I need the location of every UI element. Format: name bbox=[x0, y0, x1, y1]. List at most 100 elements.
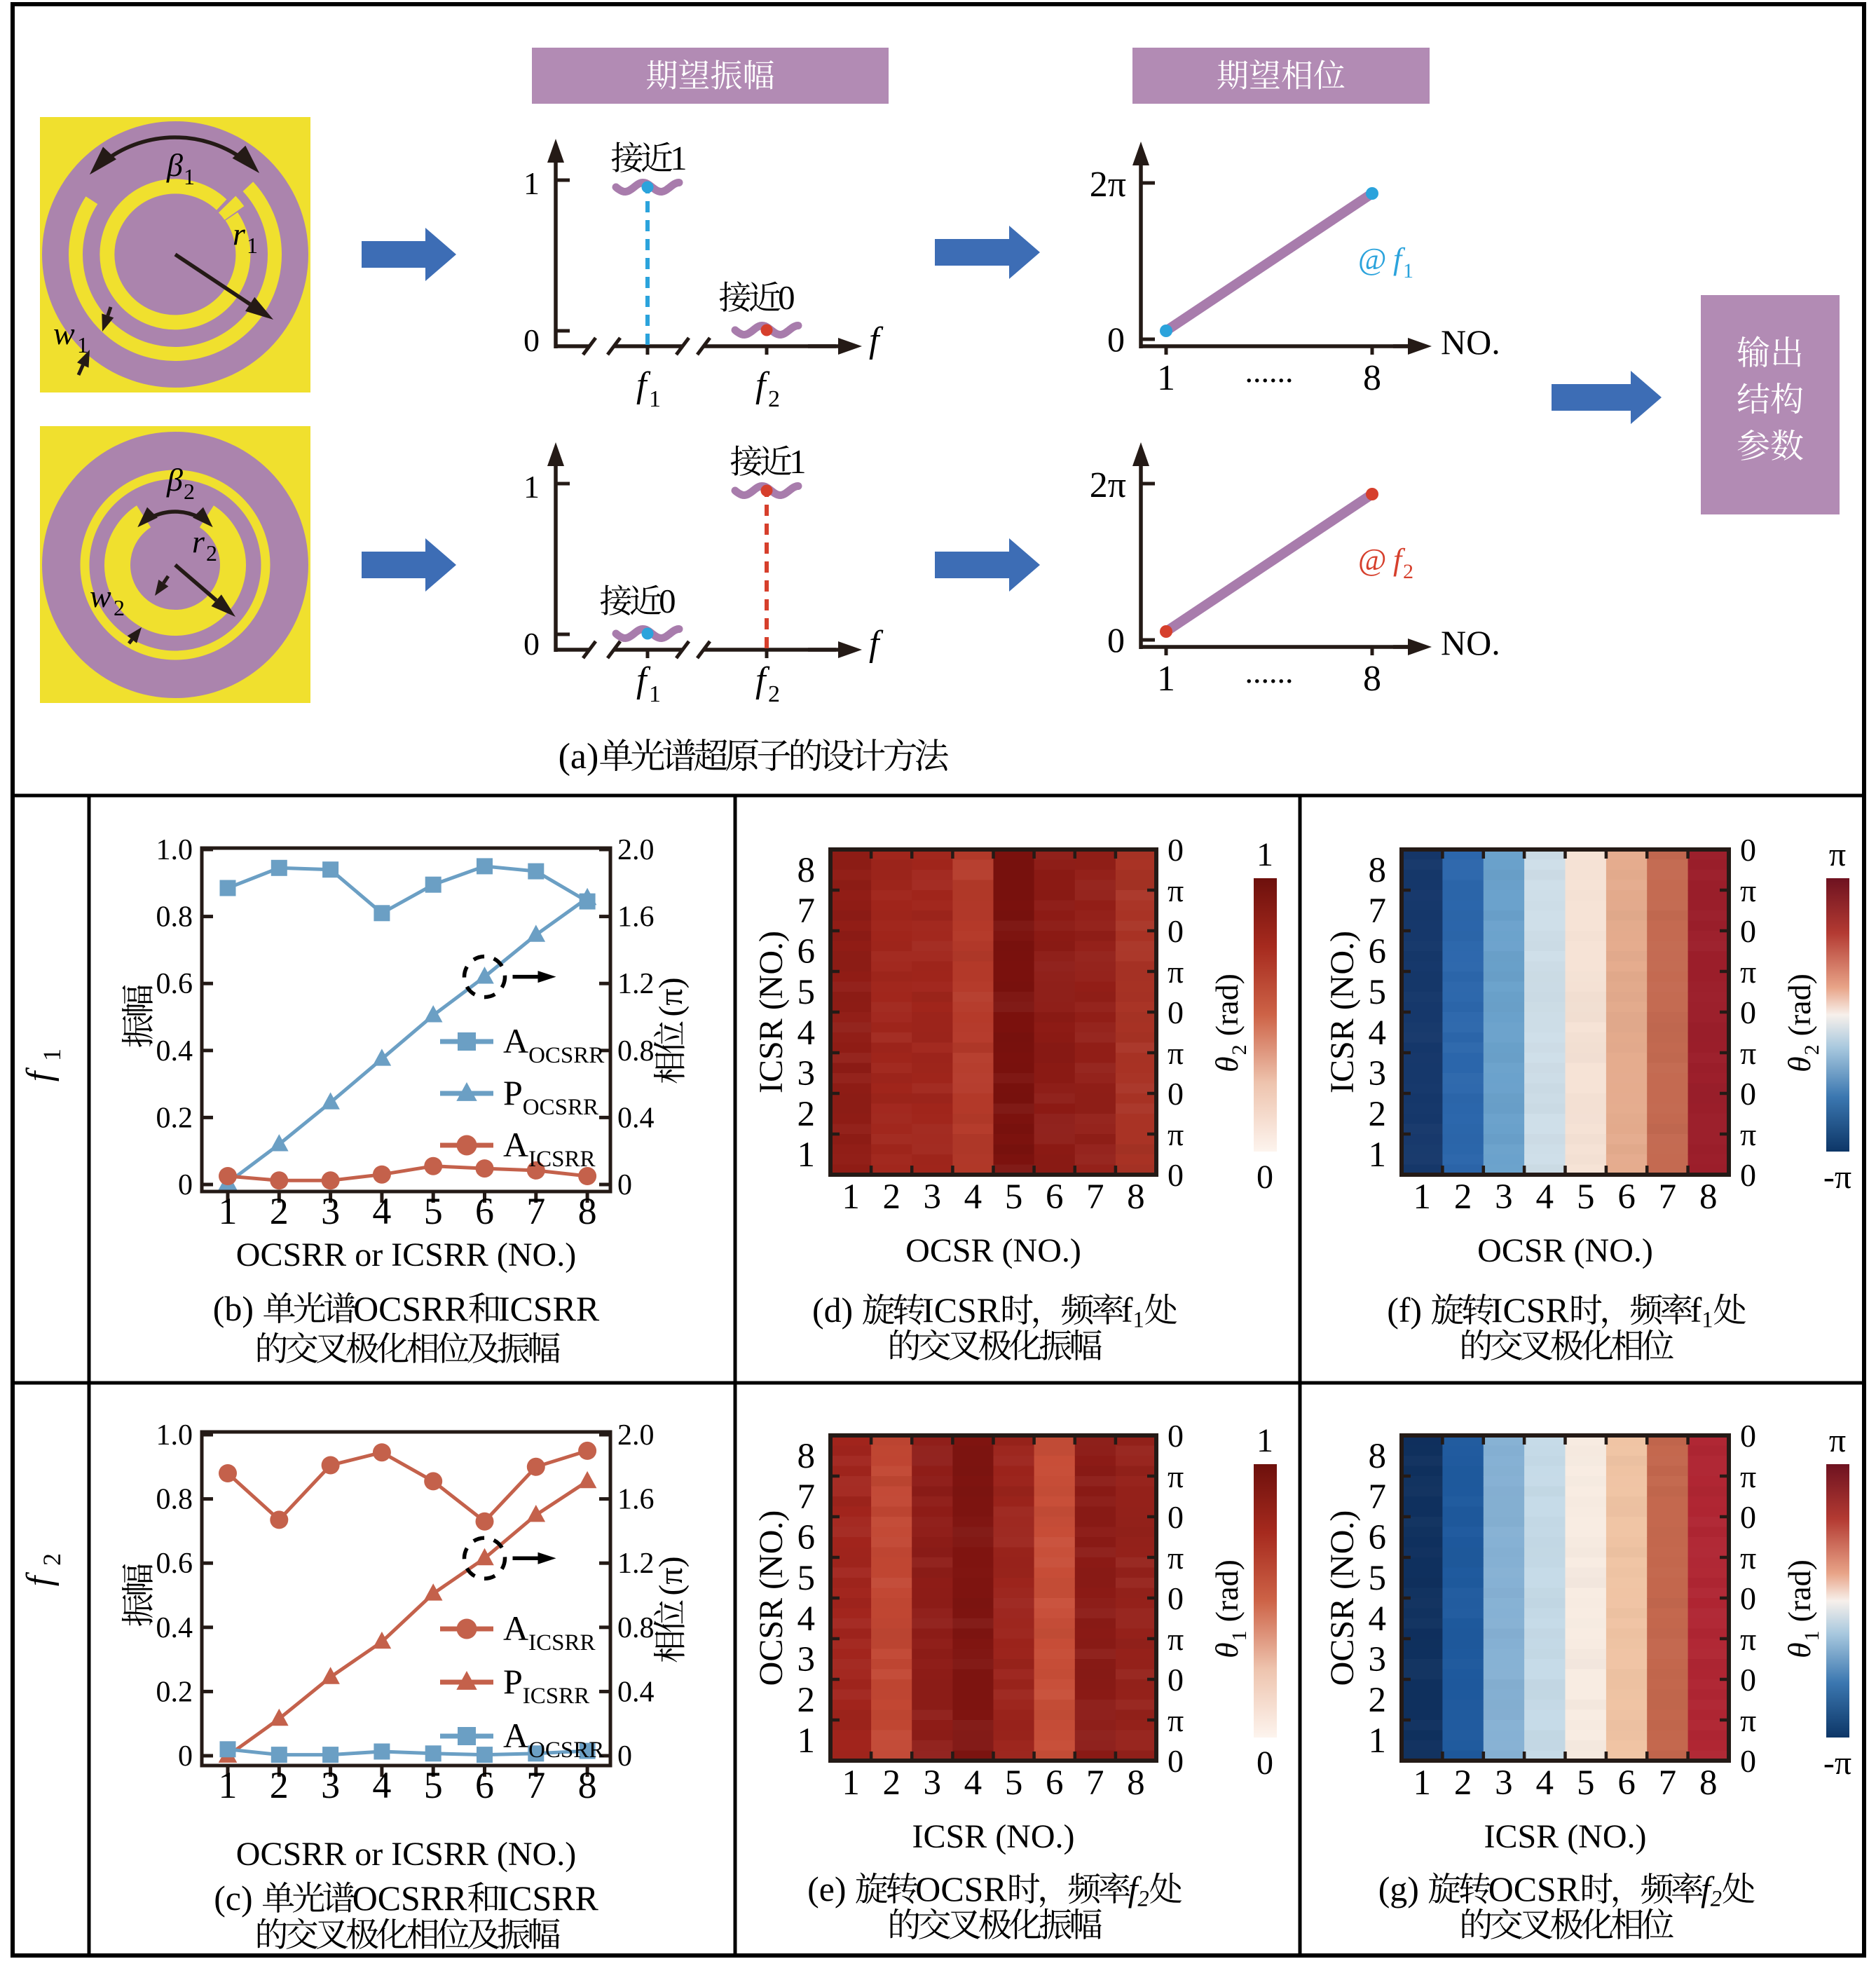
svg-text:1: 1 bbox=[842, 1763, 860, 1803]
svg-text:0: 0 bbox=[1740, 1662, 1756, 1698]
svg-text:4: 4 bbox=[1536, 1177, 1554, 1217]
svg-text:4: 4 bbox=[1369, 1013, 1387, 1053]
svg-text:1: 1 bbox=[77, 332, 88, 357]
svg-text:NO.: NO. bbox=[1441, 623, 1500, 662]
svg-text:7: 7 bbox=[526, 1764, 545, 1806]
svg-text:5: 5 bbox=[424, 1190, 443, 1232]
svg-text:1: 1 bbox=[649, 681, 661, 707]
svg-text:1: 1 bbox=[649, 386, 661, 412]
svg-text:β: β bbox=[166, 147, 183, 183]
svg-text:1.6: 1.6 bbox=[617, 1484, 655, 1516]
svg-text:2.0: 2.0 bbox=[617, 1419, 655, 1452]
svg-text:8: 8 bbox=[1699, 1763, 1718, 1803]
svg-text:7: 7 bbox=[797, 892, 816, 931]
svg-text:1: 1 bbox=[842, 1177, 860, 1217]
svg-text:π: π bbox=[1829, 1422, 1846, 1459]
svg-text:8: 8 bbox=[1369, 851, 1387, 890]
svg-text:2: 2 bbox=[1369, 1681, 1387, 1720]
svg-text:5: 5 bbox=[424, 1764, 443, 1806]
svg-text:OCSRR or ICSRR (NO.): OCSRR or ICSRR (NO.) bbox=[236, 1836, 576, 1873]
svg-text:π: π bbox=[1740, 1459, 1756, 1494]
svg-text:(e): (e) bbox=[807, 1870, 846, 1909]
svg-text:π: π bbox=[1168, 1702, 1184, 1738]
svg-text:0: 0 bbox=[1168, 832, 1184, 868]
svg-text:(b): (b) bbox=[213, 1290, 254, 1328]
svg-text:f: f bbox=[1121, 1291, 1133, 1330]
svg-text:4: 4 bbox=[372, 1190, 391, 1232]
svg-text:2: 2 bbox=[797, 1095, 816, 1134]
svg-text:8: 8 bbox=[1127, 1763, 1145, 1803]
svg-text:1: 1 bbox=[523, 469, 540, 505]
svg-text:(rad): (rad) bbox=[1209, 1559, 1245, 1622]
svg-text:2: 2 bbox=[768, 681, 780, 707]
svg-text:0.6: 0.6 bbox=[156, 1548, 193, 1580]
svg-text:4: 4 bbox=[964, 1763, 982, 1803]
svg-text:(rad): (rad) bbox=[1209, 974, 1245, 1036]
svg-text:1: 1 bbox=[797, 1721, 816, 1761]
svg-text:ICSRR: ICSRR bbox=[498, 1290, 600, 1328]
svg-text:0.4: 0.4 bbox=[617, 1676, 655, 1708]
svg-text:P: P bbox=[503, 1073, 523, 1112]
svg-text:5: 5 bbox=[797, 1559, 816, 1598]
svg-text:1: 1 bbox=[789, 442, 806, 481]
svg-text:2: 2 bbox=[1454, 1763, 1472, 1803]
svg-text:1.0: 1.0 bbox=[156, 834, 193, 866]
svg-text:0.2: 0.2 bbox=[156, 1102, 193, 1134]
svg-text:......: ...... bbox=[1245, 654, 1294, 690]
svg-text:0.4: 0.4 bbox=[156, 1612, 193, 1644]
svg-text:0: 0 bbox=[1740, 1743, 1756, 1779]
svg-text:1: 1 bbox=[219, 1764, 238, 1806]
svg-text:(g): (g) bbox=[1378, 1870, 1419, 1909]
svg-text:2π: 2π bbox=[1090, 165, 1126, 205]
svg-text:2: 2 bbox=[1403, 560, 1413, 583]
svg-text:0: 0 bbox=[1168, 1499, 1184, 1535]
svg-text:1: 1 bbox=[38, 1049, 66, 1061]
svg-text:3: 3 bbox=[321, 1190, 340, 1232]
svg-text:0: 0 bbox=[617, 1740, 632, 1773]
svg-text:8: 8 bbox=[797, 1437, 816, 1476]
svg-text:0: 0 bbox=[1168, 1662, 1184, 1698]
svg-text:(a): (a) bbox=[559, 737, 599, 777]
svg-text:8: 8 bbox=[1699, 1177, 1718, 1217]
svg-text:π: π bbox=[1168, 1459, 1184, 1494]
svg-text:θ: θ bbox=[1209, 1056, 1245, 1072]
svg-text:2π: 2π bbox=[1090, 465, 1126, 505]
svg-text:1: 1 bbox=[1257, 836, 1273, 873]
svg-text:6: 6 bbox=[1046, 1763, 1064, 1803]
svg-text:π: π bbox=[1740, 1702, 1756, 1738]
svg-text:1: 1 bbox=[1157, 358, 1175, 398]
svg-text:π: π bbox=[1740, 873, 1756, 908]
svg-text:6: 6 bbox=[1369, 1518, 1387, 1557]
svg-text:1: 1 bbox=[1369, 1721, 1387, 1761]
svg-text:5: 5 bbox=[797, 973, 816, 1012]
svg-text:0: 0 bbox=[1168, 1581, 1184, 1616]
svg-text:1: 1 bbox=[797, 1135, 816, 1175]
svg-text:θ: θ bbox=[1781, 1056, 1817, 1072]
svg-text:3: 3 bbox=[1369, 1640, 1387, 1679]
svg-text:0: 0 bbox=[1107, 620, 1125, 660]
svg-text:5: 5 bbox=[1005, 1763, 1023, 1803]
svg-text:8: 8 bbox=[578, 1764, 597, 1806]
svg-text:3: 3 bbox=[797, 1054, 816, 1093]
svg-text:ICSRR: ICSRR bbox=[498, 1879, 599, 1918]
svg-text:(rad): (rad) bbox=[1781, 974, 1817, 1036]
svg-text:r: r bbox=[192, 524, 205, 559]
svg-text:ICSRR: ICSRR bbox=[528, 1147, 595, 1172]
svg-text:1.2: 1.2 bbox=[617, 1548, 655, 1580]
svg-text:6: 6 bbox=[475, 1764, 494, 1806]
svg-text:3: 3 bbox=[1495, 1763, 1513, 1803]
svg-text:8: 8 bbox=[1363, 358, 1381, 398]
svg-text:1: 1 bbox=[1369, 1135, 1387, 1175]
svg-text:0.4: 0.4 bbox=[156, 1035, 193, 1067]
svg-text:-π: -π bbox=[1823, 1159, 1851, 1196]
svg-text:ICSR (NO.): ICSR (NO.) bbox=[1324, 931, 1361, 1093]
svg-text:A: A bbox=[503, 1609, 528, 1648]
svg-text:w: w bbox=[90, 578, 111, 614]
svg-text:0: 0 bbox=[523, 322, 540, 358]
svg-text:7: 7 bbox=[1369, 1477, 1387, 1517]
svg-text:5: 5 bbox=[1369, 973, 1387, 1012]
svg-text:2: 2 bbox=[882, 1177, 901, 1217]
svg-text:OCSR (NO.): OCSR (NO.) bbox=[753, 1510, 790, 1686]
svg-text:2: 2 bbox=[1137, 1887, 1149, 1912]
svg-text:0.8: 0.8 bbox=[156, 1484, 193, 1516]
